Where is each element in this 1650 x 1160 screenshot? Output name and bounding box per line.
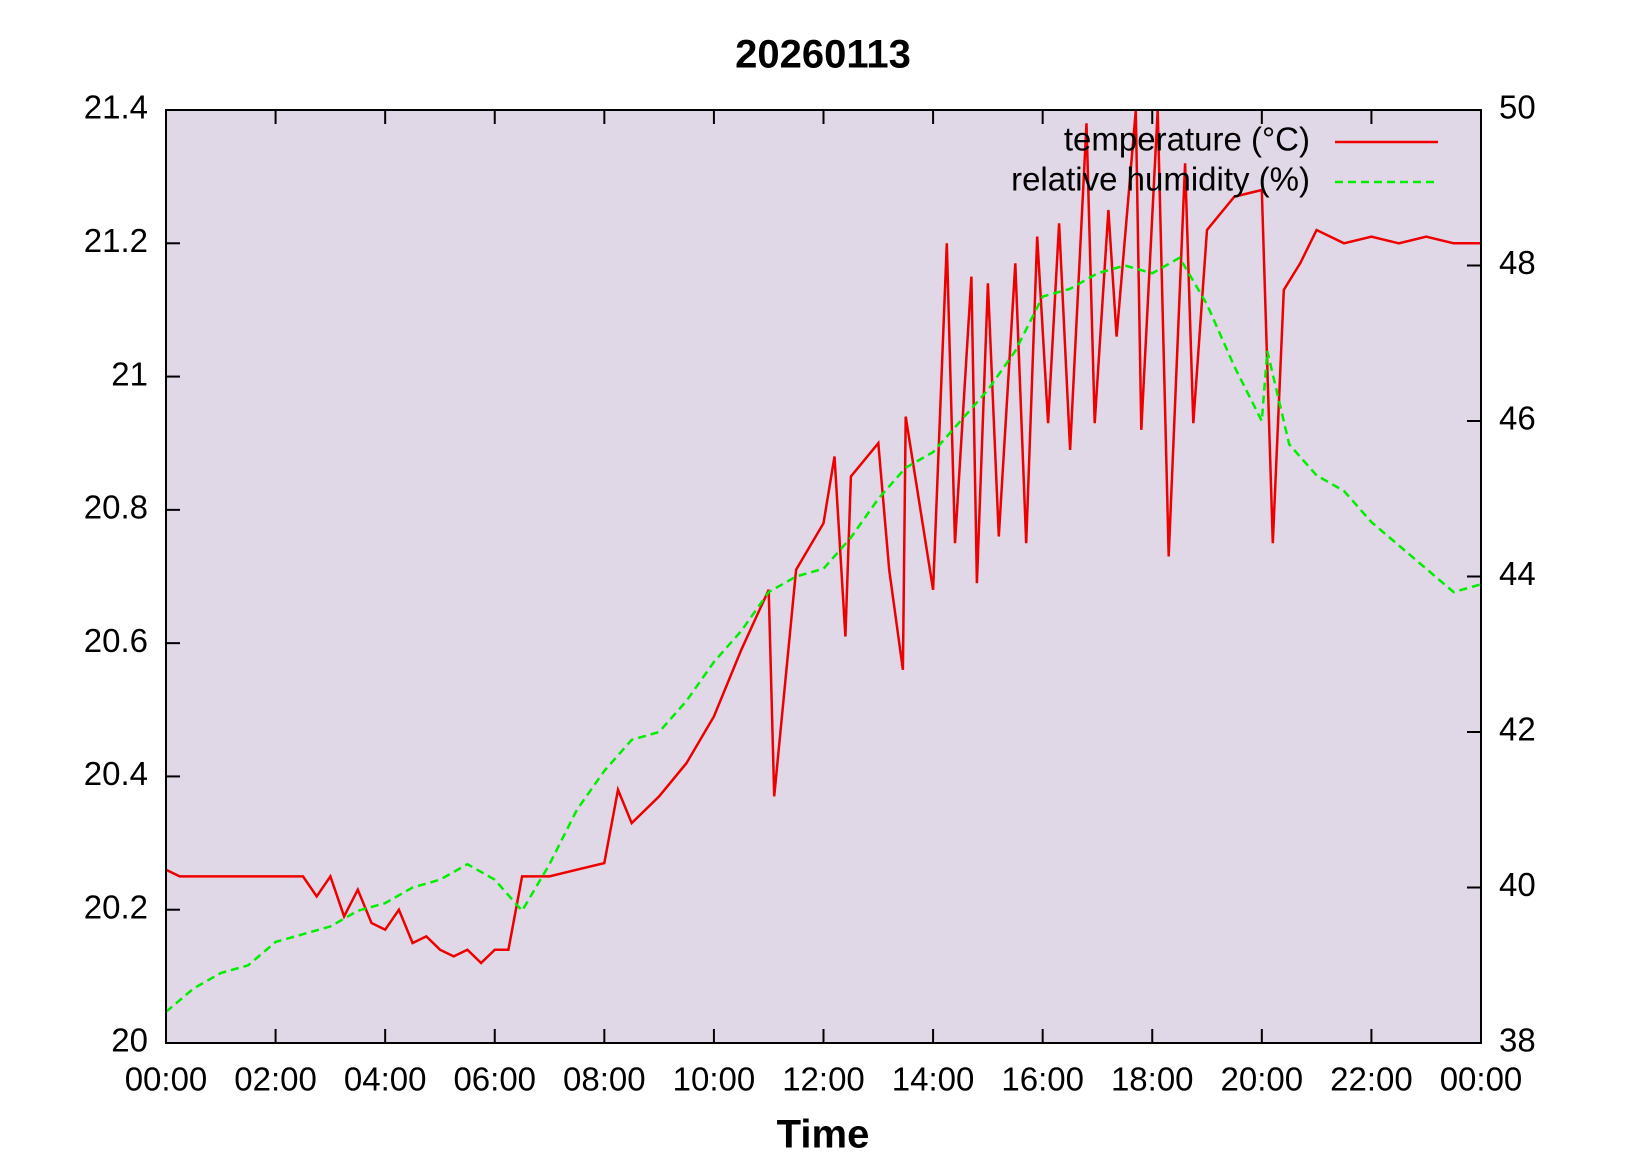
x-tick-label: 14:00 xyxy=(892,1061,975,1098)
x-tick-label: 16:00 xyxy=(1001,1061,1084,1098)
y2-tick-label: 38 xyxy=(1499,1022,1536,1059)
x-tick-label: 10:00 xyxy=(673,1061,756,1098)
y-tick-label: 21 xyxy=(111,355,148,392)
x-tick-label: 06:00 xyxy=(453,1061,536,1098)
y-tick-label: 20 xyxy=(111,1022,148,1059)
y-tick-label: 20.6 xyxy=(84,622,148,659)
y-tick-label: 20.8 xyxy=(84,489,148,526)
series-line xyxy=(165,256,1482,1013)
legend-label: relative humidity (%) xyxy=(1011,161,1310,198)
y2-tick-label: 44 xyxy=(1499,555,1536,592)
y2-tick-label: 50 xyxy=(1499,89,1536,126)
y-tick-label: 21.4 xyxy=(84,89,148,126)
x-tick-label: 12:00 xyxy=(782,1061,865,1098)
x-tick-label: 20:00 xyxy=(1221,1061,1304,1098)
x-tick-label: 08:00 xyxy=(563,1061,646,1098)
chart-title: 20260113 xyxy=(735,33,911,77)
y-tick-label: 21.2 xyxy=(84,222,148,259)
y-tick-label: 20.4 xyxy=(84,755,148,792)
plot-frame xyxy=(165,109,1482,1044)
x-tick-label: 00:00 xyxy=(1440,1061,1523,1098)
y2-tick-label: 48 xyxy=(1499,244,1536,281)
x-tick-label: 02:00 xyxy=(234,1061,317,1098)
y2-tick-label: 46 xyxy=(1499,400,1536,437)
y2-tick-label: 40 xyxy=(1499,866,1536,903)
legend-label: temperature (°C) xyxy=(1064,121,1310,158)
x-axis-label: Time xyxy=(777,1113,870,1155)
y2-tick-label: 42 xyxy=(1499,711,1536,748)
x-tick-label: 22:00 xyxy=(1330,1061,1413,1098)
x-tick-label: 18:00 xyxy=(1111,1061,1194,1098)
x-tick-label: 04:00 xyxy=(344,1061,427,1098)
series-line xyxy=(165,109,1481,965)
y-tick-label: 20.2 xyxy=(84,888,148,925)
plot-area xyxy=(166,110,1481,1043)
x-tick-label: 00:00 xyxy=(125,1061,208,1098)
